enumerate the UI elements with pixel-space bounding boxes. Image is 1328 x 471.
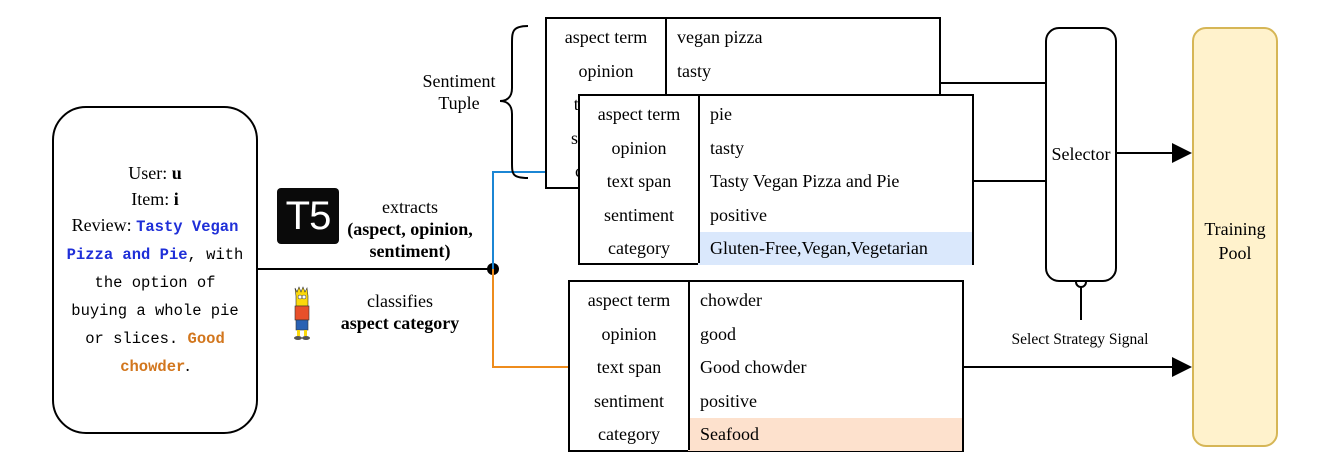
tuple-value: Tasty Vegan Pizza and Pie (710, 171, 900, 192)
tuple-value: positive (700, 390, 757, 411)
tuple-key: opinion (578, 60, 634, 81)
extracts-text: extracts (382, 197, 438, 217)
user-label: User: (128, 163, 172, 183)
tuple-key: opinion (601, 323, 657, 344)
sentiment-tuple-label: Sentiment Tuple (422, 71, 496, 113)
extracts-label: extracts (aspect, opinion, sentiment) (340, 196, 480, 262)
item-line: Item: i (131, 186, 179, 212)
review-body: , with the option of buying a whole pie … (71, 246, 244, 348)
tuple-key: text span (606, 171, 672, 192)
tuple-row: aspect term pie (580, 98, 972, 132)
tuple-row: text span Good chowder (570, 351, 962, 385)
tuple-key: sentiment (604, 204, 674, 225)
t5-logo: T5 (277, 188, 339, 244)
classifies-target: aspect category (340, 313, 460, 333)
tuple-divider (688, 282, 690, 450)
tuple-key: aspect term (587, 290, 671, 311)
tuple-value: chowder (700, 290, 762, 311)
tuple-row: aspect term chowder (570, 284, 962, 318)
tuple-key: opinion (611, 137, 667, 158)
classifies-label: classifies aspect category (330, 290, 470, 334)
user-line: User: u (128, 160, 182, 186)
item-value: i (173, 189, 179, 209)
tuple-row: opinion tasty (580, 132, 972, 166)
category-value-highlight: Gluten-Free,Vegan,Vegetarian (698, 232, 972, 266)
tuple-value: pie (710, 104, 732, 125)
tuple-key: text span (596, 357, 662, 378)
sentiment-tuple-brace (499, 25, 529, 179)
tuple-row: sentiment positive (570, 385, 962, 419)
review-label: Review: (71, 215, 137, 235)
tuple-row: text span Tasty Vegan Pizza and Pie (580, 165, 972, 199)
tuple-key: category (598, 424, 660, 445)
tuple-value: vegan pizza (677, 27, 763, 48)
user-value: u (171, 163, 182, 183)
tuple-row: category Gluten-Free,Vegan,Vegetarian (580, 232, 972, 266)
review-card: User: u Item: i Review: Tasty Vegan Pizz… (52, 106, 258, 434)
tuple-value: tasty (710, 137, 744, 158)
review-highlight-blue: Tasty Vegan Pizza and Pie (66, 218, 239, 264)
tuple-value: tasty (677, 60, 711, 81)
tuple-row: opinion good (570, 318, 962, 352)
extracts-target: (aspect, opinion, sentiment) (347, 219, 473, 261)
tuple-row: sentiment positive (580, 199, 972, 233)
category-value-highlight: Seafood (688, 418, 962, 452)
classifies-text: classifies (367, 291, 433, 311)
tuple-key: aspect term (597, 104, 681, 125)
select-strategy-label: Select Strategy Signal (1011, 331, 1149, 348)
extract-line (492, 171, 560, 269)
review-text: Review: Tasty Vegan Pizza and Pie, with … (54, 212, 256, 380)
tuple-row: category Seafood (570, 418, 962, 452)
classify-line (492, 269, 568, 368)
tuple-value: positive (710, 204, 767, 225)
tuple-row: aspect term vegan pizza (547, 21, 939, 55)
tuple-divider (698, 96, 700, 263)
tuple-table-front: aspect term pie opinion tasty text span Tas… (578, 94, 974, 266)
tuple-table-bottom: aspect term chowder opinion good text span… (568, 280, 964, 452)
selector-box: Selector (1045, 27, 1117, 282)
training-pool-box: Training Pool (1192, 27, 1278, 447)
item-label: Item: (131, 189, 174, 209)
tuple-key: category (608, 238, 670, 259)
tuple-row: opinion tasty (547, 55, 939, 89)
tuple-value: Good chowder (700, 357, 807, 378)
tuple-key: sentiment (594, 390, 664, 411)
tuple-key: aspect term (564, 27, 648, 48)
selector-label: Selector (1051, 144, 1111, 164)
review-highlight-orange: Good chowder (120, 330, 225, 376)
bart-character-icon (294, 286, 310, 340)
tuple-value: good (700, 323, 736, 344)
training-pool-label: Training Pool (1204, 219, 1266, 263)
review-end: . (185, 355, 190, 375)
